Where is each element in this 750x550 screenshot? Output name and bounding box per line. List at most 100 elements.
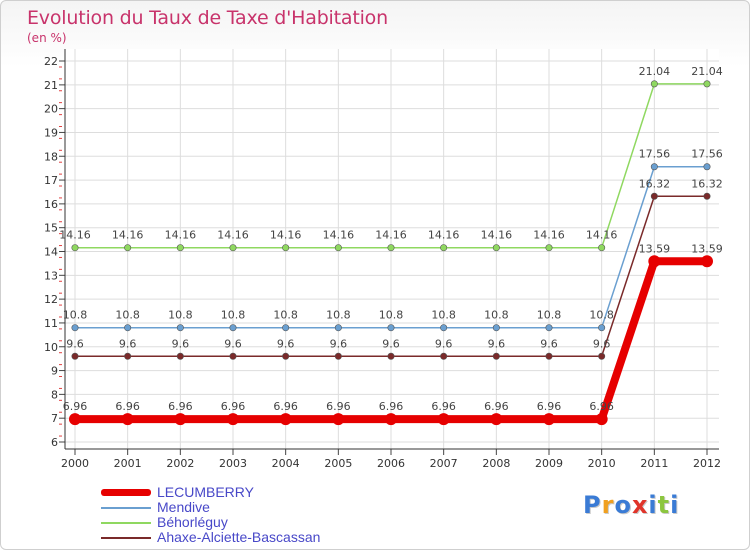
data-point [282,244,290,252]
data-label: 6.96 [221,400,246,413]
data-point [545,352,553,360]
logo-letter: o [614,491,632,519]
proxiti-logo: Proxiti [583,491,679,519]
data-point [492,244,500,252]
data-point [176,244,184,252]
x-tick-label: 2009 [535,457,563,470]
data-label: 14.16 [375,229,407,242]
data-point [703,80,711,88]
data-point [701,255,713,268]
data-point [174,413,187,426]
y-tick-label: 15 [44,222,58,235]
data-point [334,244,342,252]
x-tick-label: 2003 [219,457,247,470]
data-label: 9.6 [330,337,348,350]
data-point [650,192,658,200]
y-tick-label: 22 [44,55,58,68]
data-point [229,244,237,252]
data-label: 9.6 [593,337,611,350]
y-tick-label: 10 [44,341,58,354]
data-point [176,352,184,360]
data-point [387,352,395,360]
legend-label: Mendive [157,499,210,515]
data-label: 6.96 [63,400,88,413]
chart-title: Evolution du Taux de Taxe d'Habitation [27,7,388,29]
data-point [71,244,79,252]
x-tick-label: 2005 [324,457,352,470]
y-tick-label: 16 [44,198,58,211]
data-point [598,352,606,360]
data-label: 10.8 [63,309,88,322]
data-label: 16.32 [691,177,723,190]
data-label: 10.8 [537,309,562,322]
data-point [229,324,237,332]
y-tick-label: 20 [44,103,58,116]
y-tick-label: 9 [51,365,58,378]
data-point [69,413,81,426]
y-tick-label: 7 [51,412,58,425]
x-tick-label: 2010 [588,457,616,470]
x-tick-label: 2007 [430,457,458,470]
data-point [121,413,134,426]
logo-letter: P [583,491,602,519]
data-label: 9.6 [224,337,242,350]
data-label: 10.8 [379,309,404,322]
data-label: 21.04 [639,65,671,78]
data-point [440,244,448,252]
data-point [71,324,79,332]
legend-swatch-lecumberry [101,489,151,496]
data-label: 21.04 [691,65,723,78]
data-label: 14.16 [586,229,618,242]
logo-letter: x [631,491,649,519]
data-point [545,244,553,252]
y-tick-label: 21 [44,79,58,92]
x-tick-label: 2004 [272,457,300,470]
data-label: 9.6 [540,337,558,350]
data-point [124,244,132,252]
y-tick-label: 6 [51,436,58,449]
data-label: 9.6 [488,337,506,350]
legend-swatch-mendive [101,507,151,509]
data-label: 14.16 [217,229,249,242]
data-label: 6.96 [326,400,351,413]
y-tick-label: 13 [44,269,58,282]
logo-letter: i [648,491,658,519]
data-label: 9.6 [277,337,295,350]
data-label: 14.16 [481,229,513,242]
data-point [227,413,239,426]
data-label: 10.8 [326,309,351,322]
data-label: 13.59 [691,242,723,255]
data-point [124,352,132,360]
data-point [650,80,658,88]
legend-item-mendive: Mendive [101,500,320,515]
data-point [490,413,503,426]
data-point [650,163,658,171]
chart-subtitle: (en %) [27,31,67,45]
data-label: 9.6 [172,337,190,350]
data-label: 14.16 [270,229,302,242]
data-point [543,413,555,426]
data-point [703,192,711,200]
x-tick-label: 2002 [166,457,194,470]
data-label: 6.96 [379,400,404,413]
data-label: 14.16 [59,229,91,242]
x-tick-label: 2011 [640,457,668,470]
data-point [124,324,132,332]
data-point [387,324,395,332]
legend-label: LECUMBERRY [157,484,254,500]
data-label: 10.8 [484,309,509,322]
data-label: 14.16 [165,229,197,242]
data-point [334,352,342,360]
data-point [492,324,500,332]
data-point [229,352,237,360]
data-point [332,413,345,426]
data-label: 13.59 [639,242,671,255]
data-point [387,244,395,252]
data-point [492,352,500,360]
data-label: 10.8 [589,309,614,322]
x-tick-label: 2000 [61,457,89,470]
legend: LECUMBERRY Mendive Béhorléguy Ahaxe-Alci… [101,485,320,545]
legend-item-lecumberry: LECUMBERRY [101,485,320,500]
